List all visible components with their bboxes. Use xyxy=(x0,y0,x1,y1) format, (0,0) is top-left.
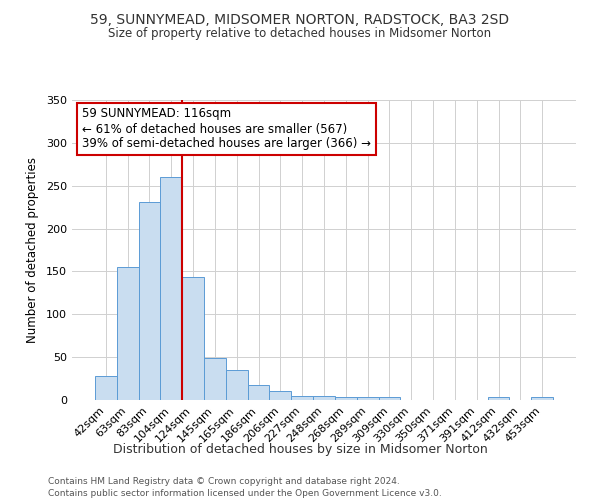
Y-axis label: Number of detached properties: Number of detached properties xyxy=(26,157,39,343)
Bar xyxy=(269,390,291,400)
Text: Distribution of detached houses by size in Midsomer Norton: Distribution of detached houses by size … xyxy=(113,442,487,456)
Bar xyxy=(291,396,313,400)
Bar xyxy=(160,177,182,400)
Bar xyxy=(182,278,204,400)
Text: 59 SUNNYMEAD: 116sqm
← 61% of detached houses are smaller (567)
39% of semi-deta: 59 SUNNYMEAD: 116sqm ← 61% of detached h… xyxy=(82,108,371,150)
Bar xyxy=(313,396,335,400)
Text: Size of property relative to detached houses in Midsomer Norton: Size of property relative to detached ho… xyxy=(109,28,491,40)
Bar xyxy=(95,376,117,400)
Bar xyxy=(379,398,400,400)
Bar xyxy=(248,384,269,400)
Bar xyxy=(531,396,553,400)
Bar xyxy=(117,267,139,400)
Bar xyxy=(226,370,248,400)
Text: Contains public sector information licensed under the Open Government Licence v3: Contains public sector information licen… xyxy=(48,489,442,498)
Bar xyxy=(357,398,379,400)
Bar xyxy=(139,202,160,400)
Text: Contains HM Land Registry data © Crown copyright and database right 2024.: Contains HM Land Registry data © Crown c… xyxy=(48,478,400,486)
Bar xyxy=(335,396,357,400)
Text: 59, SUNNYMEAD, MIDSOMER NORTON, RADSTOCK, BA3 2SD: 59, SUNNYMEAD, MIDSOMER NORTON, RADSTOCK… xyxy=(91,12,509,26)
Bar xyxy=(488,396,509,400)
Bar xyxy=(204,358,226,400)
